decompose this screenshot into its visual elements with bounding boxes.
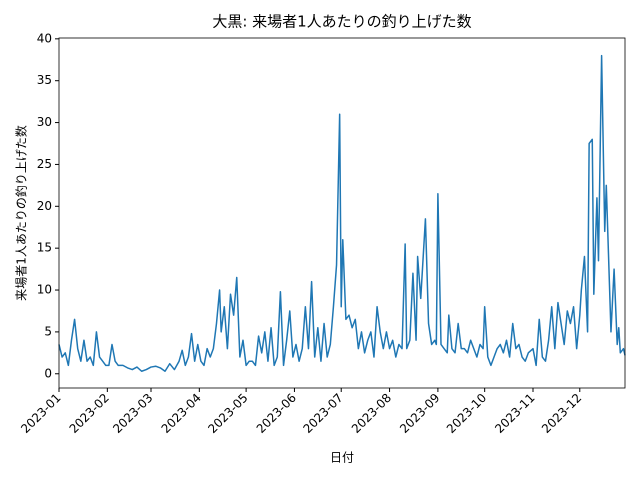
x-axis-label: 日付 xyxy=(330,451,354,465)
y-axis-label: 来場者1人あたりの釣り上げた数 xyxy=(14,125,29,301)
y-tick-label: 25 xyxy=(37,157,52,171)
y-tick-label: 35 xyxy=(37,73,52,87)
chart-title: 大黒: 来場者1人あたりの釣り上げた数 xyxy=(212,13,471,31)
y-tick-label: 15 xyxy=(37,241,52,255)
data-line xyxy=(58,54,626,372)
plot-frame xyxy=(58,37,626,389)
y-tick-label: 10 xyxy=(37,283,52,297)
y-tick-label: 5 xyxy=(44,324,52,338)
y-tick-label: 30 xyxy=(37,115,52,129)
y-tick-label: 40 xyxy=(37,31,52,45)
y-tick-label: 20 xyxy=(37,199,52,213)
y-tick-label: 0 xyxy=(44,366,52,380)
